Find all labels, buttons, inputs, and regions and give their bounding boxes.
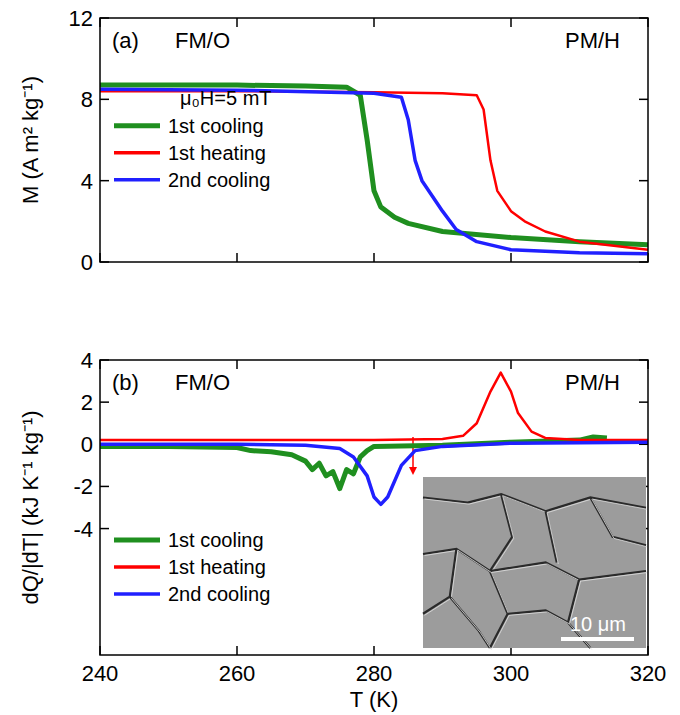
x-axis-title: T (K) [350, 687, 398, 712]
annotation: FM/O [175, 370, 230, 395]
panel-label: (a) [112, 28, 139, 53]
legend-label: 1st cooling [168, 115, 264, 137]
scale-label: 10 μm [570, 613, 626, 635]
annotation: FM/O [175, 28, 230, 53]
legend-label: 1st heating [168, 556, 266, 578]
series-group [100, 85, 648, 254]
series-line [100, 89, 648, 254]
frame [100, 360, 648, 655]
x-tick [236, 646, 238, 655]
y-tick-label: 8 [81, 87, 93, 112]
inset-crack-edge [451, 598, 491, 649]
annotation: μ₀H=5 mT [180, 87, 272, 109]
x-tick [373, 253, 375, 262]
x-tick [373, 646, 375, 655]
inset-crack-edge [425, 550, 648, 581]
inset-crack [590, 498, 646, 546]
panel-label: (b) [112, 370, 139, 395]
inset-crack [508, 610, 568, 622]
x-tick [236, 253, 238, 262]
inset-crack [546, 511, 557, 562]
y-tick-label: 0 [81, 250, 93, 275]
legend-label: 2nd cooling [168, 169, 270, 191]
legend-label: 1st heating [168, 142, 266, 164]
y-axis-title: dQ/|dT| (kJ K⁻¹ kg⁻¹) [18, 410, 43, 604]
legend-swatch [114, 565, 160, 569]
series-line [100, 442, 648, 504]
x-tick [510, 18, 512, 27]
legend: 1st cooling 1st heating 2nd cooling [114, 529, 270, 605]
annotation: PM/H [565, 28, 620, 53]
legend-label: 2nd cooling [168, 583, 270, 605]
legend-swatch [114, 592, 160, 596]
figure: 0 4 8 12 M (A m² kg⁻¹) (a) FM/O PM/H μ₀H=5 mT 1st… [0, 0, 680, 715]
inset-crack [423, 549, 456, 614]
legend-label: 1st cooling [168, 529, 264, 551]
x-tick-label: 240 [82, 661, 119, 686]
y-tick-label: 4 [81, 348, 93, 373]
y-tick [100, 401, 109, 403]
y-tick-label: -4 [73, 517, 93, 542]
x-tick [510, 253, 512, 262]
y-tick [639, 99, 648, 101]
y-axis-title: M (A m² kg⁻¹) [18, 76, 43, 204]
series-line [100, 85, 648, 245]
x-tick-label: 260 [219, 661, 256, 686]
legend-swatch [114, 123, 160, 128]
inset-crack-edge [547, 513, 558, 564]
x-tick [373, 18, 375, 27]
inset-crack-edge [425, 550, 458, 615]
x-tick-label: 320 [630, 661, 667, 686]
y-tick-label: 0 [81, 432, 93, 457]
scale-bar [561, 637, 634, 641]
y-tick [639, 401, 648, 403]
y-tick-label: 2 [81, 390, 93, 415]
y-tick [100, 180, 109, 182]
x-tick [373, 360, 375, 369]
y-tick [100, 99, 109, 101]
legend-swatch [114, 178, 160, 182]
x-tick-label: 280 [356, 661, 393, 686]
inset-crack-edge [509, 612, 569, 624]
x-tick-label: 300 [493, 661, 530, 686]
inset-crack-edge [425, 496, 648, 513]
annotation: PM/H [565, 370, 620, 395]
legend-swatch [114, 151, 160, 155]
y-tick [639, 180, 648, 182]
inset [423, 477, 648, 650]
inset-crack-edge [592, 499, 648, 547]
legend: 1st cooling 1st heating 2nd cooling [114, 115, 270, 191]
y-tick-label: 4 [81, 169, 93, 194]
x-tick [510, 360, 512, 369]
y-tick-label: 12 [69, 6, 93, 31]
arrow-head [409, 467, 417, 475]
legend-swatch [114, 538, 160, 543]
inset-crack [450, 597, 490, 648]
y-tick [100, 528, 109, 530]
frame [100, 18, 648, 262]
y-tick [100, 486, 109, 488]
x-tick [236, 18, 238, 27]
y-tick-label: -2 [73, 474, 93, 499]
x-tick [236, 360, 238, 369]
series-line [100, 91, 648, 250]
inset-crack-edge [491, 496, 513, 650]
